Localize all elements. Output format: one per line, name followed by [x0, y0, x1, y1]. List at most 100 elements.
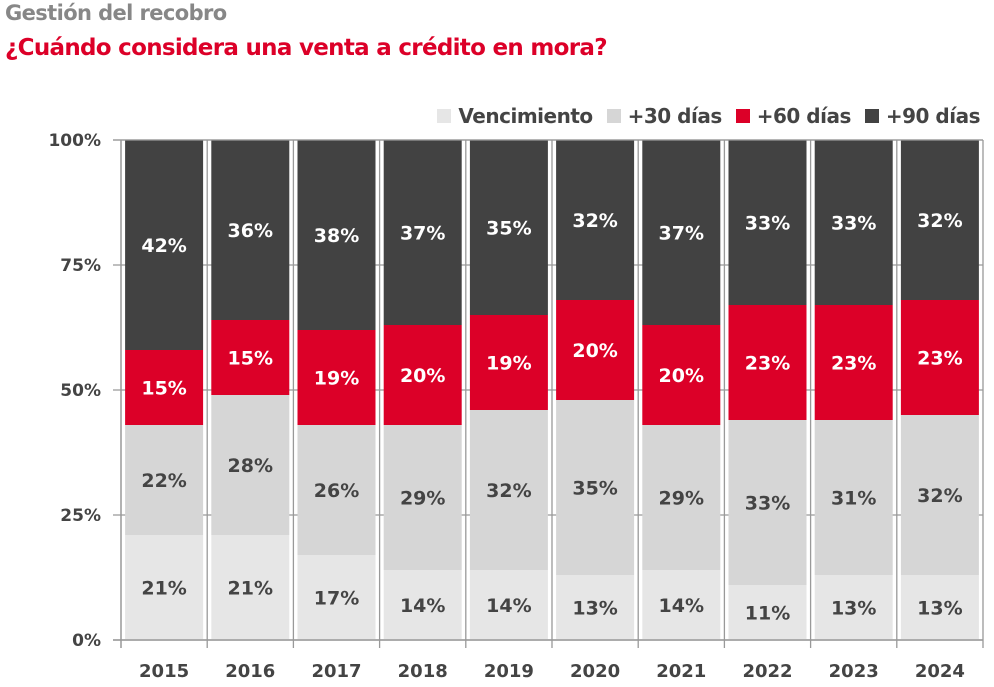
legend-label-60-dias: +60 días — [756, 104, 852, 128]
legend-label-vencimiento: Vencimiento — [458, 104, 593, 128]
bar-segment-60-d-as-2022 — [728, 305, 807, 420]
legend-item-vencimiento: Vencimiento — [437, 104, 593, 128]
data-label: 38% — [314, 225, 359, 247]
bar-segment-60-d-as-2016 — [211, 320, 290, 395]
bar-segment-90-d-as-2024 — [900, 140, 979, 300]
x-tick-label: 2015 — [139, 661, 189, 682]
legend-swatch-vencimiento — [437, 109, 452, 123]
bar-segment-30-d-as-2021 — [642, 425, 721, 570]
x-tick-label: 2022 — [742, 661, 792, 682]
data-label: 21% — [141, 578, 186, 600]
data-label: 33% — [745, 213, 790, 235]
x-tick-label: 2020 — [570, 661, 620, 682]
bars-layer — [125, 140, 979, 640]
bar-segment-30-d-as-2015 — [125, 425, 204, 535]
bar-segment-60-d-as-2020 — [556, 300, 635, 400]
bar-segment-30-d-as-2024 — [900, 415, 979, 575]
legend-label-90-dias: +90 días — [885, 104, 981, 128]
bar-segment-60-d-as-2017 — [297, 330, 376, 425]
data-label: 21% — [228, 578, 273, 600]
bar-segment-90-d-as-2019 — [469, 140, 548, 315]
data-label: 32% — [917, 210, 962, 232]
x-tick-label: 2019 — [484, 661, 534, 682]
data-label: 36% — [228, 220, 273, 242]
data-label: 26% — [314, 480, 359, 502]
bar-segment-30-d-as-2017 — [297, 425, 376, 555]
chart-title: ¿Cuándo considera una venta a crédito en… — [5, 35, 608, 61]
bar-segment-30-d-as-2022 — [728, 420, 807, 585]
data-label: 33% — [745, 493, 790, 515]
bar-segment-30-d-as-2016 — [211, 395, 290, 535]
bar-segment-90-d-as-2018 — [383, 140, 462, 325]
data-label: 23% — [745, 353, 790, 375]
x-tick-label: 2016 — [225, 661, 275, 682]
bar-segment-90-d-as-2023 — [814, 140, 893, 305]
data-label: 23% — [831, 353, 876, 375]
y-tick-label: 25% — [60, 506, 101, 526]
chart-legend: Vencimiento +30 días +60 días +90 días — [423, 104, 981, 128]
legend-item-90-dias: +90 días — [864, 104, 981, 128]
data-label: 11% — [745, 603, 790, 625]
x-tick-label: 2021 — [656, 661, 706, 682]
legend-label-30-dias: +30 días — [627, 104, 723, 128]
data-label: 13% — [917, 598, 962, 620]
bar-segment-90-d-as-2017 — [297, 140, 376, 330]
bar-segment-vencimiento-2015 — [125, 535, 204, 640]
data-label: 23% — [917, 348, 962, 370]
bar-segment-vencimiento-2023 — [814, 575, 893, 640]
legend-item-60-dias: +60 días — [735, 104, 852, 128]
axis-layer: 0% 25% 50% 75% 100% 2015 2016 2017 2018 2019 2020 2… — [48, 131, 983, 682]
y-tick-label: 50% — [60, 381, 101, 401]
bar-segment-vencimiento-2022 — [728, 585, 807, 640]
data-label: 19% — [314, 368, 359, 390]
legend-item-30-dias: +30 días — [606, 104, 723, 128]
bar-segment-90-d-as-2022 — [728, 140, 807, 305]
legend-swatch-90-dias — [864, 109, 879, 123]
bar-segment-90-d-as-2020 — [556, 140, 635, 300]
data-label: 20% — [400, 365, 445, 387]
data-label: 14% — [400, 595, 445, 617]
data-label: 15% — [141, 378, 186, 400]
data-label: 32% — [917, 485, 962, 507]
data-label: 15% — [228, 348, 273, 370]
legend-swatch-30-dias — [606, 109, 621, 123]
data-label: 35% — [486, 218, 531, 240]
bar-segment-vencimiento-2017 — [297, 555, 376, 640]
bar-segment-30-d-as-2018 — [383, 425, 462, 570]
bar-segment-vencimiento-2016 — [211, 535, 290, 640]
data-label: 31% — [831, 488, 876, 510]
data-label: 32% — [572, 210, 617, 232]
data-label: 35% — [572, 478, 617, 500]
data-label: 20% — [572, 340, 617, 362]
bar-segment-vencimiento-2020 — [556, 575, 635, 640]
labels-layer: 21% 22% 15% 42% 21% 28% 15% 36% 17% 26% 19% 38% 14% 2… — [141, 210, 962, 625]
bar-segment-60-d-as-2024 — [900, 300, 979, 415]
data-label: 37% — [400, 223, 445, 245]
bar-segment-vencimiento-2018 — [383, 570, 462, 640]
data-label: 28% — [228, 455, 273, 477]
data-label: 22% — [141, 470, 186, 492]
data-label: 19% — [486, 353, 531, 375]
bar-segment-60-d-as-2021 — [642, 325, 721, 425]
data-label: 29% — [400, 488, 445, 510]
chart-supertitle: Gestión del recobro — [5, 1, 227, 25]
data-label: 29% — [659, 488, 704, 510]
data-label: 14% — [486, 595, 531, 617]
bar-segment-90-d-as-2016 — [211, 140, 290, 320]
y-tick-label: 100% — [48, 131, 101, 151]
bar-segment-30-d-as-2020 — [556, 400, 635, 575]
y-tick-label: 0% — [72, 631, 101, 651]
data-label: 32% — [486, 480, 531, 502]
data-label: 13% — [831, 598, 876, 620]
bar-segment-60-d-as-2018 — [383, 325, 462, 425]
x-tick-label: 2024 — [915, 661, 965, 682]
bar-segment-vencimiento-2019 — [469, 570, 548, 640]
bar-segment-60-d-as-2023 — [814, 305, 893, 420]
y-tick-label: 75% — [60, 256, 101, 276]
bar-segment-vencimiento-2021 — [642, 570, 721, 640]
bar-segment-90-d-as-2015 — [125, 140, 204, 350]
data-label: 37% — [659, 223, 704, 245]
bar-segment-vencimiento-2024 — [900, 575, 979, 640]
x-tick-label: 2017 — [311, 661, 361, 682]
